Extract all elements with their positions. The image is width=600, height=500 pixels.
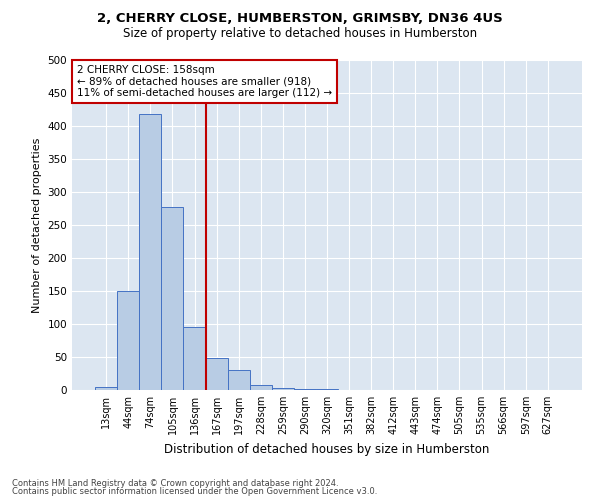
Bar	[161, 206, 184, 390]
Text: 2 CHERRY CLOSE: 158sqm
← 89% of detached houses are smaller (918)
11% of semi-de: 2 CHERRY CLOSE: 158sqm ← 89% of detached…	[77, 65, 332, 98]
Bar	[117, 291, 139, 390]
Text: 2, CHERRY CLOSE, HUMBERSTON, GRIMSBY, DN36 4US: 2, CHERRY CLOSE, HUMBERSTON, GRIMSBY, DN…	[97, 12, 503, 26]
Bar	[95, 386, 117, 390]
Text: Contains public sector information licensed under the Open Government Licence v3: Contains public sector information licen…	[12, 487, 377, 496]
Bar	[184, 328, 206, 390]
Bar	[206, 358, 227, 390]
Bar	[227, 370, 250, 390]
Bar	[250, 384, 272, 390]
Bar	[139, 114, 161, 390]
Bar	[272, 388, 294, 390]
X-axis label: Distribution of detached houses by size in Humberston: Distribution of detached houses by size …	[164, 442, 490, 456]
Y-axis label: Number of detached properties: Number of detached properties	[32, 138, 42, 312]
Bar	[294, 388, 316, 390]
Text: Contains HM Land Registry data © Crown copyright and database right 2024.: Contains HM Land Registry data © Crown c…	[12, 478, 338, 488]
Text: Size of property relative to detached houses in Humberston: Size of property relative to detached ho…	[123, 28, 477, 40]
